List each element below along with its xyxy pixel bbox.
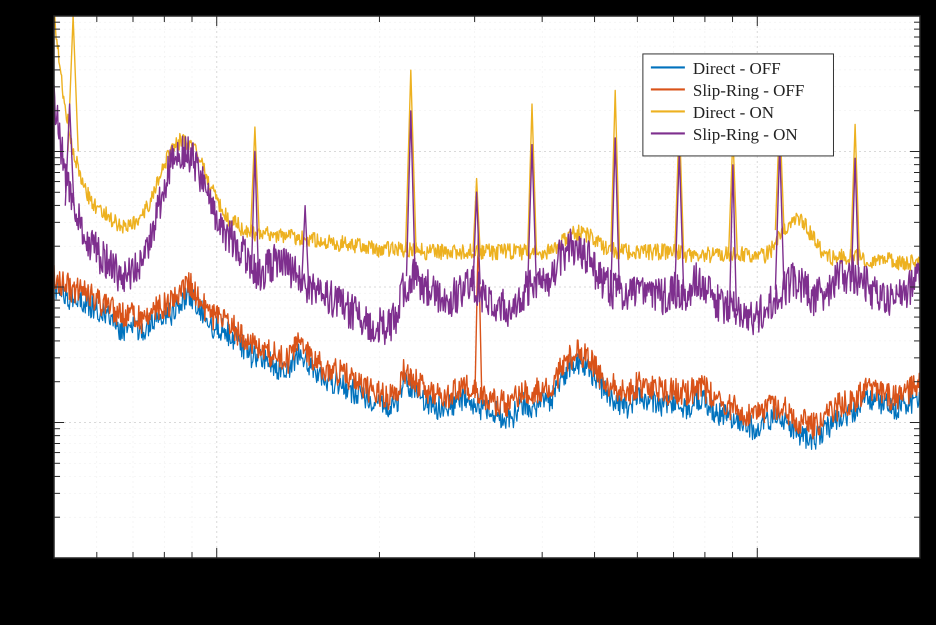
legend-label-0: Direct - OFF	[693, 59, 781, 78]
legend-label-3: Slip-Ring - ON	[693, 125, 798, 144]
legend-label-2: Direct - ON	[693, 103, 774, 122]
legend: Direct - OFF Slip-Ring - OFF Direct - ON Sl…	[643, 54, 834, 156]
chart-svg: Direct - OFF Slip-Ring - OFF Direct - ON Sl…	[0, 0, 936, 625]
legend-label-1: Slip-Ring - OFF	[693, 81, 804, 100]
chart-container: Direct - OFF Slip-Ring - OFF Direct - ON Sl…	[0, 0, 936, 625]
